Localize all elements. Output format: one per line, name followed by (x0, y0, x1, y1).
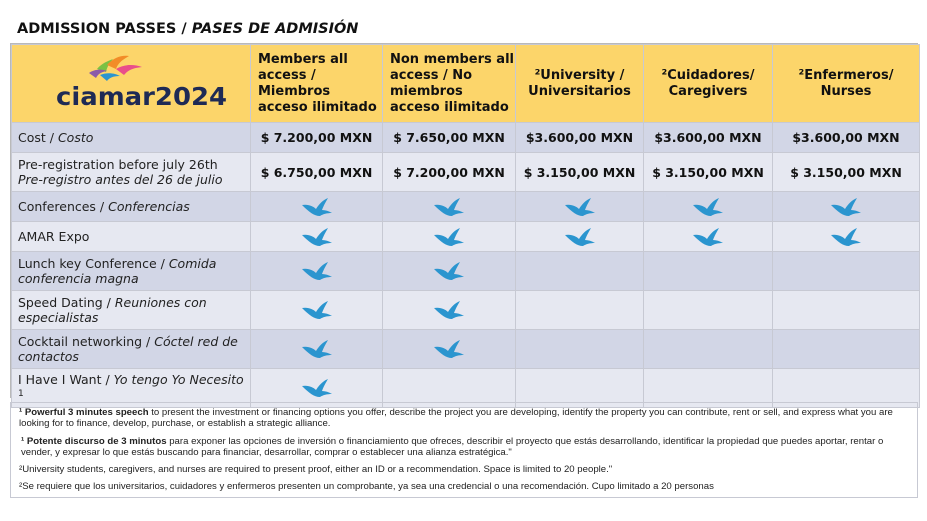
bird-check-icon (564, 227, 595, 246)
bird-check-icon (564, 197, 595, 216)
mark-cell (772, 329, 920, 369)
admission-table: ciamar2024 Members all access / Miembros… (10, 43, 920, 408)
footnote-marker: 1 (18, 388, 24, 399)
bird-check-icon (434, 301, 464, 319)
table-row: Cocktail networking / Cóctel red de cont… (11, 329, 920, 369)
price-cell: $ 7.200,00 MXN (382, 152, 516, 192)
row-label: Lunch key Conference / Comida conferenci… (11, 251, 251, 291)
bird-check-icon (434, 227, 464, 246)
mark-cell (515, 290, 644, 330)
mark-cell (772, 290, 920, 330)
footnotes: ¹ Powerful 3 minutes speech to present t… (10, 402, 918, 498)
mark-cell (250, 191, 383, 222)
mark-cell (382, 329, 516, 369)
mark-cell (643, 329, 773, 369)
bird-check-icon (693, 227, 723, 246)
col-header-caregivers: ²Cuidadores/ Caregivers (643, 44, 773, 123)
row-label: I Have I Want / Yo tengo Yo Necesito 1 (11, 368, 251, 408)
page-title: ADMISSION PASSES / PASES DE ADMISIÓN (17, 21, 358, 37)
mark-cell (643, 290, 773, 330)
bird-check-icon (831, 227, 861, 246)
title-italic: PASES DE ADMISIÓN (191, 21, 359, 37)
mark-cell (643, 368, 773, 408)
col-header-non-members: Non members all access / No miembros acc… (382, 44, 516, 123)
bird-check-icon (301, 301, 332, 319)
row-label: Conferences / Conferencias (11, 191, 251, 222)
mark-cell (382, 191, 516, 222)
row-label: Pre-registration before july 26th Pre-reg… (11, 152, 251, 192)
title-main: ADMISSION PASSES / (17, 21, 192, 37)
table-row: AMAR Expo (11, 221, 920, 252)
mark-cell (515, 251, 644, 291)
price-cell: $ 3.150,00 MXN (772, 152, 920, 192)
table-row: Speed Dating / Reuniones con especialist… (11, 290, 920, 330)
bird-check-icon (434, 262, 464, 280)
mark-cell (643, 191, 773, 222)
table-body: Cost / Costo $ 7.200,00 MXN $ 7.650,00 M… (11, 122, 920, 408)
footnote-2-es: ²Se requiere que los universitarios, cui… (19, 481, 714, 493)
mark-cell (772, 191, 920, 222)
table-row: Cost / Costo $ 7.200,00 MXN $ 7.650,00 M… (11, 122, 920, 153)
header-row: ciamar2024 Members all access / Miembros… (11, 44, 920, 123)
price-cell: $3.600,00 MXN (772, 122, 920, 153)
bird-check-icon (301, 340, 332, 358)
row-label: Speed Dating / Reuniones con especialist… (11, 290, 251, 330)
logo-cell: ciamar2024 (11, 44, 251, 123)
table-row: Conferences / Conferencias (11, 191, 920, 222)
row-label: Cocktail networking / Cóctel red de cont… (11, 329, 251, 369)
bird-check-icon (301, 262, 332, 280)
bird-check-icon (301, 197, 332, 216)
mark-cell (643, 251, 773, 291)
row-label: Cost / Costo (11, 122, 251, 153)
footnote-1-en: ¹ Powerful 3 minutes speech to present t… (19, 407, 893, 430)
mark-cell (515, 221, 644, 252)
mark-cell (250, 368, 383, 408)
table-row: I Have I Want / Yo tengo Yo Necesito 1 (11, 368, 920, 408)
mark-cell (250, 329, 383, 369)
bird-check-icon (693, 197, 723, 216)
logo-text: ciamar2024 (56, 82, 227, 111)
footnote-1-es: ¹ Potente discurso de 3 minutos para exp… (21, 435, 884, 458)
mark-cell (250, 221, 383, 252)
mark-cell (382, 221, 516, 252)
price-cell: $ 6.750,00 MXN (250, 152, 383, 192)
price-cell: $ 3.150,00 MXN (515, 152, 644, 192)
price-cell: $3.600,00 MXN (643, 122, 773, 153)
mark-cell (515, 191, 644, 222)
bird-check-icon (434, 197, 464, 216)
price-cell: $3.600,00 MXN (515, 122, 644, 153)
mark-cell (772, 251, 920, 291)
table-row: Pre-registration before july 26th Pre-reg… (11, 152, 920, 192)
col-header-members: Members all access / Miembros acceso ili… (250, 44, 383, 123)
price-cell: $ 3.150,00 MXN (643, 152, 773, 192)
bird-check-icon (831, 197, 861, 216)
bird-check-icon (434, 340, 464, 358)
mark-cell (515, 368, 644, 408)
ciamar-logo: ciamar2024 (56, 55, 227, 111)
mark-cell (382, 251, 516, 291)
mark-cell (250, 251, 383, 291)
price-cell: $ 7.650,00 MXN (382, 122, 516, 153)
mark-cell (515, 329, 644, 369)
row-label: AMAR Expo (11, 221, 251, 252)
price-cell: $ 7.200,00 MXN (250, 122, 383, 153)
mark-cell (772, 368, 920, 408)
mark-cell (643, 221, 773, 252)
col-header-nurses: ²Enfermeros/ Nurses (772, 44, 920, 123)
mark-cell (250, 290, 383, 330)
footnote-2-en: ²University students, caregivers, and nu… (19, 464, 613, 476)
mark-cell (772, 221, 920, 252)
col-header-university: ²University / Universitarios (515, 44, 644, 123)
mark-cell (382, 290, 516, 330)
bird-check-icon (301, 227, 332, 246)
table-row: Lunch key Conference / Comida conferenci… (11, 251, 920, 291)
bird-check-icon (301, 379, 332, 397)
logo-birds-icon (89, 55, 142, 81)
